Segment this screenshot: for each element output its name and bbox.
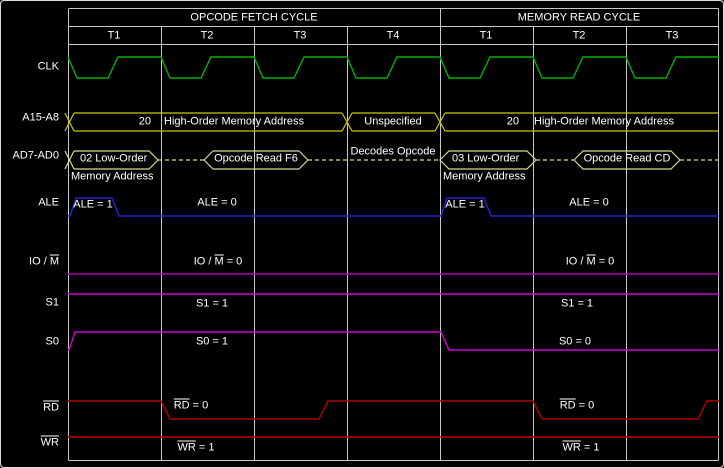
table-grid: [68, 8, 719, 461]
t-state-fetch-t3: T3: [293, 29, 307, 42]
fetch-cycle-title: OPCODE FETCH CYCLE: [190, 11, 318, 24]
s1-note-read: S1 = 1: [560, 297, 594, 310]
t-state-read-t2: T2: [572, 29, 586, 42]
ad7-ad0-label: AD7-AD0: [12, 149, 59, 162]
s1-note-fetch: S1 = 1: [195, 297, 229, 310]
ale-high-note-fetch: ALE = 1: [73, 198, 113, 211]
a15-fetch-value: 20: [138, 115, 151, 128]
ad-fetch-data: Opcode Read F6: [214, 152, 298, 165]
a15-a8-label: A15-A8: [22, 111, 59, 124]
ad-t4-note: Decodes Opcode: [350, 145, 436, 158]
t-state-read-t3: T3: [665, 29, 679, 42]
t-state-fetch-t4: T4: [386, 29, 400, 42]
t-state-read-t1: T1: [479, 29, 493, 42]
rd-label: RD: [43, 401, 59, 414]
io-m-note-fetch: IO / M = 0: [193, 255, 243, 268]
t-state-fetch-t2: T2: [200, 29, 214, 42]
io-m-note-read: IO / M = 0: [565, 255, 615, 268]
ad-fetch-address-line1: 02 Low-Order: [80, 152, 148, 165]
s0-note-fetch: S0 = 1: [195, 335, 229, 348]
ale-waveform: [68, 197, 719, 217]
io-m-label: IO / M: [29, 255, 59, 268]
s0-waveform: [68, 331, 719, 351]
read-cycle-title: MEMORY READ CYCLE: [517, 11, 641, 24]
a15-read-text: High-Order Memory Address: [534, 115, 674, 128]
ad-read-address-line2: Memory Address: [443, 170, 526, 183]
s0-label: S0: [45, 335, 59, 348]
ale-low-note-read: ALE = 0: [569, 196, 609, 209]
a15-t4-value: Unspecified: [364, 115, 422, 128]
ad7-ad0-bus-waveform: [64, 150, 718, 170]
rd-note-fetch: RD = 0: [173, 399, 209, 412]
wr-label: WR: [40, 436, 59, 449]
ad-fetch-address-line2: Memory Address: [71, 170, 154, 183]
clk-waveform: [67, 56, 719, 79]
a15-read-value: 20: [506, 115, 519, 128]
clk-label: CLK: [37, 60, 59, 73]
ale-label: ALE: [38, 196, 59, 209]
a15-fetch-text: High-Order Memory Address: [164, 115, 304, 128]
rd-note-read: RD = 0: [559, 399, 595, 412]
s0-note-read: S0 = 0: [558, 335, 592, 348]
a15-a8-bus-waveform: [64, 112, 718, 132]
wr-note-fetch: WR = 1: [177, 441, 215, 454]
t-state-fetch-t1: T1: [107, 29, 121, 42]
wr-note-read: WR = 1: [562, 441, 600, 454]
ad-read-data: Opcode Read CD: [583, 152, 671, 165]
rd-waveform: [68, 400, 719, 420]
ale-high-note-read: ALE = 1: [445, 198, 485, 211]
ad-read-address-line1: 03 Low-Order: [452, 152, 520, 165]
ale-low-note-fetch: ALE = 0: [197, 196, 237, 209]
s1-label: S1: [45, 296, 59, 309]
